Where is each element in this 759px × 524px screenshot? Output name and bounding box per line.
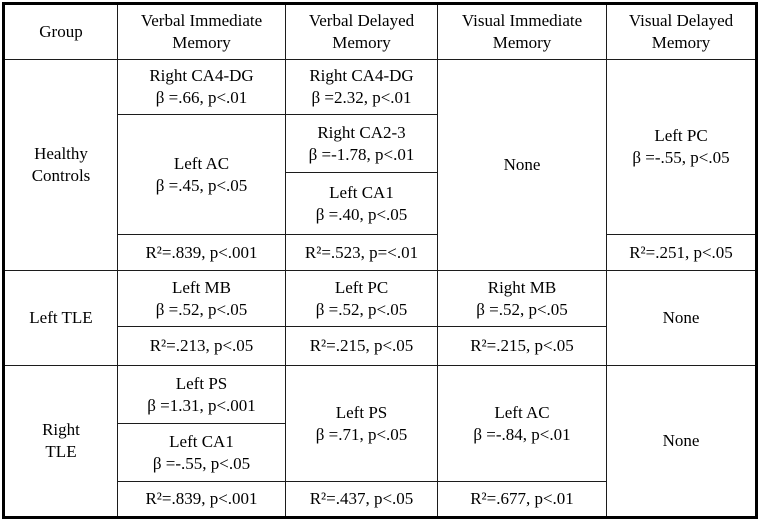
group-cell-healthy-controls: Healthy Controls: [3, 59, 118, 271]
cell-rtle-verbal-delayed-model: R²=.437, p<.05: [285, 481, 438, 518]
cell-hc-visual-delayed-predictor-1: Left PC β =-.55, p<.05: [606, 59, 757, 235]
header-cell-group: Group: [3, 3, 118, 60]
left-tle-model-fit-row: R²=.213, p<.05 R²=.215, p<.05 R²=.215, p…: [4, 326, 757, 366]
header-cell-visual-delayed-memory: Visual Delayed Memory: [606, 3, 757, 60]
left-tle-row-1: Left TLE Left MB β =.52, p<.05 Left PC β…: [3, 270, 757, 366]
cell-ltle-verbal-immediate-model: R²=.213, p<.05: [117, 326, 286, 366]
right-tle-row-2: Left CA1 β =-.55, p<.05: [4, 423, 757, 482]
cell-rtle-visual-immediate-predictor-1: Left AC β =-.84, p<.01: [437, 365, 607, 482]
cell-hc-verbal-immediate-predictor-1: Right CA4-DG β =.66, p<.01: [117, 59, 286, 115]
cell-hc-verbal-delayed-model: R²=.523, p=<.01: [285, 234, 438, 271]
right-tle-model-fit-row: R²=.839, p<.001 R²=.437, p<.05 R²=.677, …: [4, 481, 757, 518]
header-cell-visual-immediate-memory: Visual Immediate Memory: [437, 3, 607, 60]
cell-hc-verbal-immediate-predictor-2: Left AC β =.45, p<.05: [117, 114, 286, 235]
cell-ltle-visual-immediate-predictor-1: Right MB β =.52, p<.05: [437, 270, 607, 327]
cell-ltle-visual-immediate-model: R²=.215, p<.05: [437, 326, 607, 366]
group-cell-left-tle: Left TLE: [3, 270, 118, 366]
cell-hc-visual-immediate-none: None: [437, 59, 607, 271]
cell-hc-verbal-delayed-predictor-2: Right CA2-3 β =-1.78, p<.01: [285, 114, 438, 173]
cell-rtle-visual-delayed-none: None: [606, 365, 757, 518]
cell-rtle-verbal-immediate-predictor-2: Left CA1 β =-.55, p<.05: [117, 423, 286, 482]
cell-ltle-visual-delayed-none: None: [606, 270, 757, 366]
right-tle-row-1: Right TLE Left PS β =1.31, p<.001 Left P…: [3, 365, 757, 518]
cell-rtle-visual-immediate-model: R²=.677, p<.01: [437, 481, 607, 518]
cell-hc-verbal-delayed-predictor-3: Left CA1 β =.40, p<.05: [285, 172, 438, 235]
healthy-controls-row-2: Left AC β =.45, p<.05 Right CA2-3 β =-1.…: [4, 114, 757, 235]
header-row: Group Verbal Immediate Memory Verbal Del…: [3, 3, 757, 60]
group-cell-right-tle: Right TLE: [3, 365, 118, 518]
cell-ltle-verbal-delayed-predictor-1: Left PC β =.52, p<.05: [285, 270, 438, 327]
healthy-controls-model-fit-row: R²=.839, p<.001 R²=.523, p=<.01 R²=.251,…: [4, 234, 757, 271]
header-cell-verbal-delayed-memory: Verbal Delayed Memory: [285, 3, 438, 60]
cell-ltle-verbal-delayed-model: R²=.215, p<.05: [285, 326, 438, 366]
healthy-controls-row-1: Healthy Controls Right CA4-DG β =.66, p<…: [3, 59, 757, 271]
cell-rtle-verbal-delayed-predictor-1: Left PS β =.71, p<.05: [285, 365, 438, 482]
cell-hc-verbal-delayed-predictor-1: Right CA4-DG β =2.32, p<.01: [285, 59, 438, 115]
cell-hc-verbal-immediate-model: R²=.839, p<.001: [117, 234, 286, 271]
cell-rtle-verbal-immediate-predictor-1: Left PS β =1.31, p<.001: [117, 365, 286, 424]
healthy-controls-row-3: Left CA1 β =.40, p<.05: [4, 172, 757, 235]
header-cell-verbal-immediate-memory: Verbal Immediate Memory: [117, 3, 286, 60]
cell-ltle-verbal-immediate-predictor-1: Left MB β =.52, p<.05: [117, 270, 286, 327]
cell-hc-visual-delayed-model: R²=.251, p<.05: [606, 234, 757, 271]
cell-rtle-verbal-immediate-model: R²=.839, p<.001: [117, 481, 286, 518]
